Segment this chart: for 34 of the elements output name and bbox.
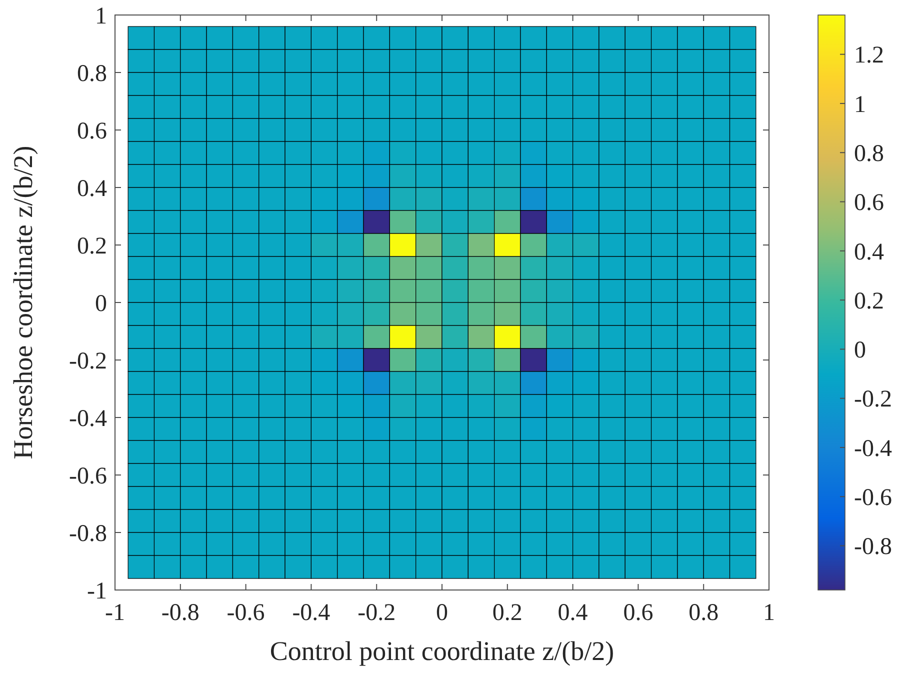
color-bar-label: -0.4 [854, 436, 892, 462]
x-tick-label: 0.2 [492, 600, 522, 626]
y-tick-label: -0.2 [69, 348, 107, 374]
color-bar-label: 0.6 [854, 190, 884, 216]
y-tick-label: 1 [95, 3, 107, 30]
y-tick-label: -0.4 [69, 406, 107, 432]
x-tick-label: 0.4 [558, 600, 588, 626]
color-bar-label: 0.2 [854, 288, 884, 314]
x-tick-label: 0.6 [623, 600, 654, 626]
y-tick-label: -1 [87, 578, 107, 604]
y-tick-label: 0 [95, 290, 107, 317]
y-tick-label: 0.4 [77, 176, 107, 202]
x-tick-label: 0 [436, 600, 448, 626]
color-bar-label: 0.4 [854, 239, 884, 266]
x-tick-label: -0.8 [161, 600, 200, 626]
y-tick-label: 0.2 [77, 233, 107, 260]
y-tick-label: 0.6 [77, 118, 107, 144]
color-bar-label: -0.6 [854, 485, 892, 512]
x-tick-label: -0.2 [358, 600, 396, 626]
color-bar-label: 0.8 [854, 141, 884, 168]
x-tick-label: -0.6 [226, 600, 265, 626]
color-bar-label: 1 [854, 92, 866, 118]
x-tick-label: -0.4 [292, 600, 330, 626]
color-bar-label: 0 [854, 338, 866, 364]
y-tick-label: -0.6 [69, 463, 107, 490]
x-axis-title: Control point coordinate z/(b/2) [270, 636, 614, 666]
color-bar-label: -0.8 [854, 534, 892, 560]
color-bar-label: -0.2 [854, 386, 892, 413]
color-bar-label: 1.2 [854, 42, 884, 69]
x-tick-label: 0.8 [688, 600, 719, 626]
x-tick-label: 1 [763, 600, 775, 626]
y-tick-label: 0.8 [77, 60, 107, 87]
y-tick-label: -0.8 [69, 520, 107, 547]
y-axis-title: Horseshoe coordinate z/(b/2) [8, 146, 38, 460]
